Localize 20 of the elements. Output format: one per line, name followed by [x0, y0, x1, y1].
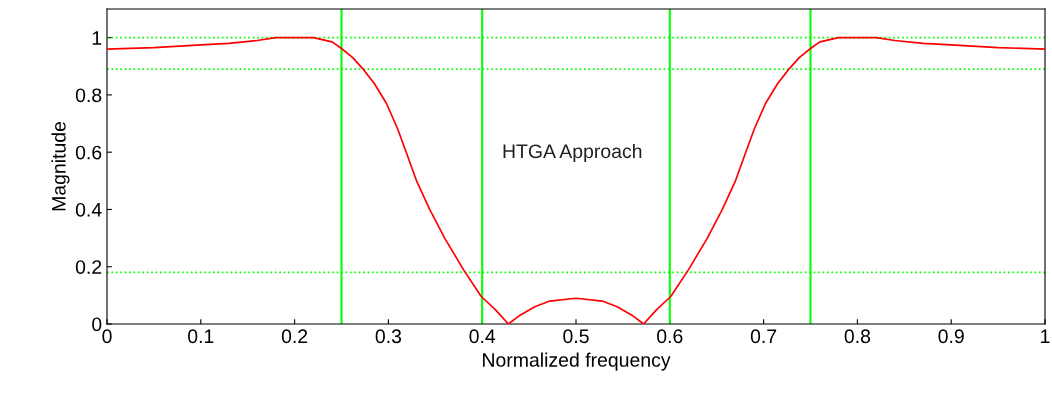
y-tick-label: 0.2 [75, 260, 102, 274]
y-tick-label: 1 [92, 31, 102, 45]
x-tick-label: 0.4 [469, 329, 496, 344]
y-axis-title: Magnitude [51, 121, 70, 211]
y-tick-label: 0 [92, 317, 102, 332]
x-tick-label: 0.8 [844, 329, 871, 344]
y-tick-label: 0.4 [75, 202, 102, 217]
y-tick-label: 0.6 [75, 145, 102, 160]
x-tick-label: 0.2 [281, 329, 308, 344]
x-axis-title: Normalized frequency [483, 352, 671, 371]
x-tick-label: 0 [102, 329, 112, 344]
y-tick-label: 0.8 [75, 88, 102, 103]
x-tick-label: 0.1 [188, 329, 214, 344]
x-tick-label: 0.6 [657, 329, 683, 344]
x-tick-label: 0.5 [563, 329, 589, 344]
x-tick-label: 0.3 [375, 329, 402, 344]
annotation: HTGA Approach [503, 143, 642, 163]
x-tick-label: 0.9 [938, 329, 964, 344]
x-tick-label: 0.7 [750, 329, 777, 344]
x-tick-label: 1 [1041, 329, 1050, 343]
